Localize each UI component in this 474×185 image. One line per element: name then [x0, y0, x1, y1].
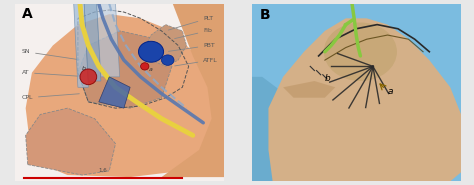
Text: CPL: CPL [21, 94, 79, 100]
Polygon shape [250, 2, 463, 183]
Ellipse shape [80, 69, 97, 85]
Text: a: a [388, 87, 393, 95]
Text: PBT: PBT [168, 43, 215, 51]
Polygon shape [74, 4, 88, 87]
Polygon shape [268, 18, 463, 181]
Ellipse shape [141, 63, 149, 70]
Text: b: b [325, 74, 331, 83]
Text: Fib: Fib [174, 28, 212, 39]
Text: 1.6: 1.6 [99, 168, 107, 173]
Polygon shape [97, 4, 119, 77]
Polygon shape [162, 2, 226, 177]
Polygon shape [26, 108, 116, 175]
Polygon shape [84, 4, 101, 81]
Text: B: B [260, 8, 271, 22]
Ellipse shape [138, 41, 164, 62]
Polygon shape [283, 81, 335, 98]
Text: ATFL: ATFL [174, 58, 218, 66]
Text: PLT: PLT [168, 16, 213, 30]
Text: a: a [149, 67, 153, 72]
Polygon shape [13, 2, 226, 183]
Polygon shape [250, 77, 304, 183]
Text: b: b [82, 65, 86, 70]
Text: A: A [21, 7, 32, 21]
Polygon shape [145, 25, 187, 66]
Ellipse shape [324, 23, 397, 81]
Ellipse shape [162, 55, 174, 65]
Polygon shape [26, 14, 214, 177]
Polygon shape [78, 31, 172, 108]
Text: SN: SN [21, 49, 79, 60]
Text: AT: AT [21, 70, 86, 77]
Polygon shape [99, 77, 130, 108]
